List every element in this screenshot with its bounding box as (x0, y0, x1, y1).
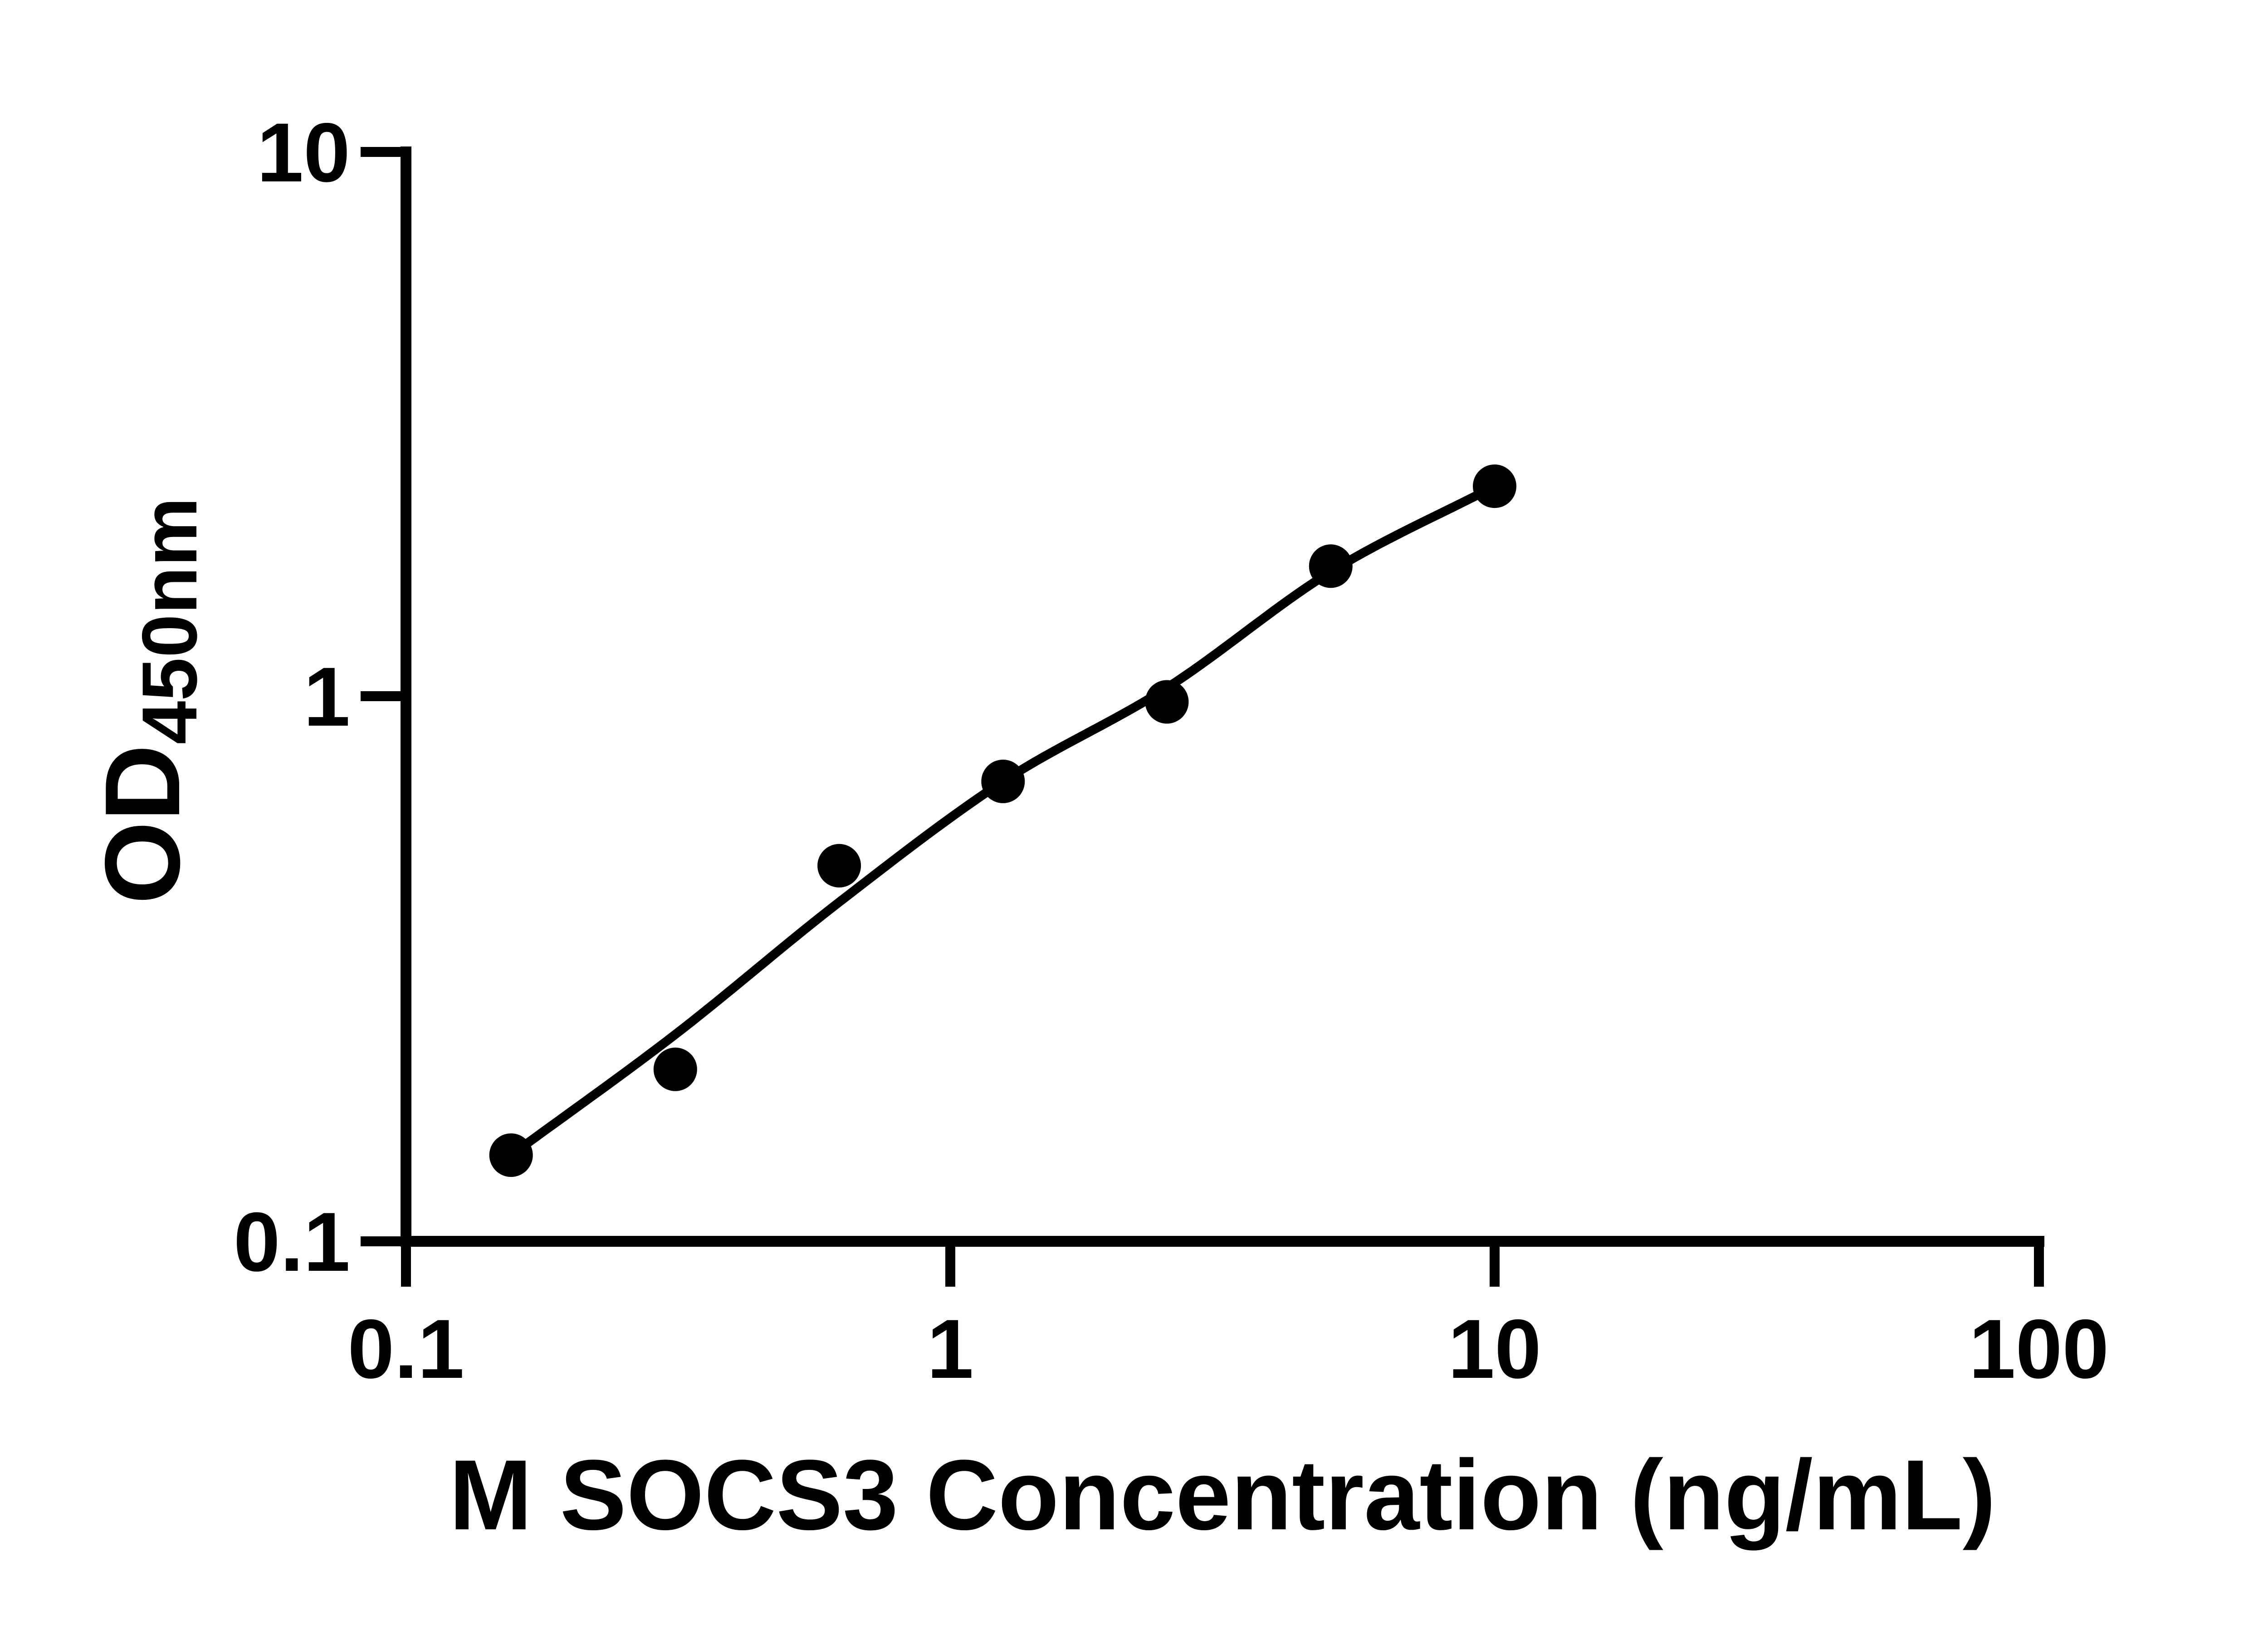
data-point (817, 844, 861, 888)
x-tick-label: 0.1 (347, 1303, 464, 1396)
y-tick-label: 10 (257, 106, 350, 200)
y-axis-title: OD450nm (83, 497, 213, 904)
data-point (653, 1047, 697, 1091)
x-tick-label: 100 (1969, 1303, 2109, 1396)
y-axis-title-main: OD (83, 744, 202, 904)
x-tick-label: 1 (927, 1303, 974, 1396)
data-point (1309, 544, 1353, 588)
data-point (981, 759, 1025, 803)
data-point (489, 1133, 533, 1177)
trend-line (508, 482, 1497, 1159)
x-tick-label: 10 (1448, 1303, 1541, 1396)
y-axis-title-subscript: 450nm (126, 497, 213, 744)
y-tick-label: 1 (303, 650, 350, 744)
data-point (1145, 680, 1189, 724)
y-tick-label: 0.1 (234, 1196, 350, 1289)
x-axis-title: M SOCS3 Concentration (ng/mL) (449, 1439, 1996, 1551)
data-point (1473, 464, 1516, 508)
